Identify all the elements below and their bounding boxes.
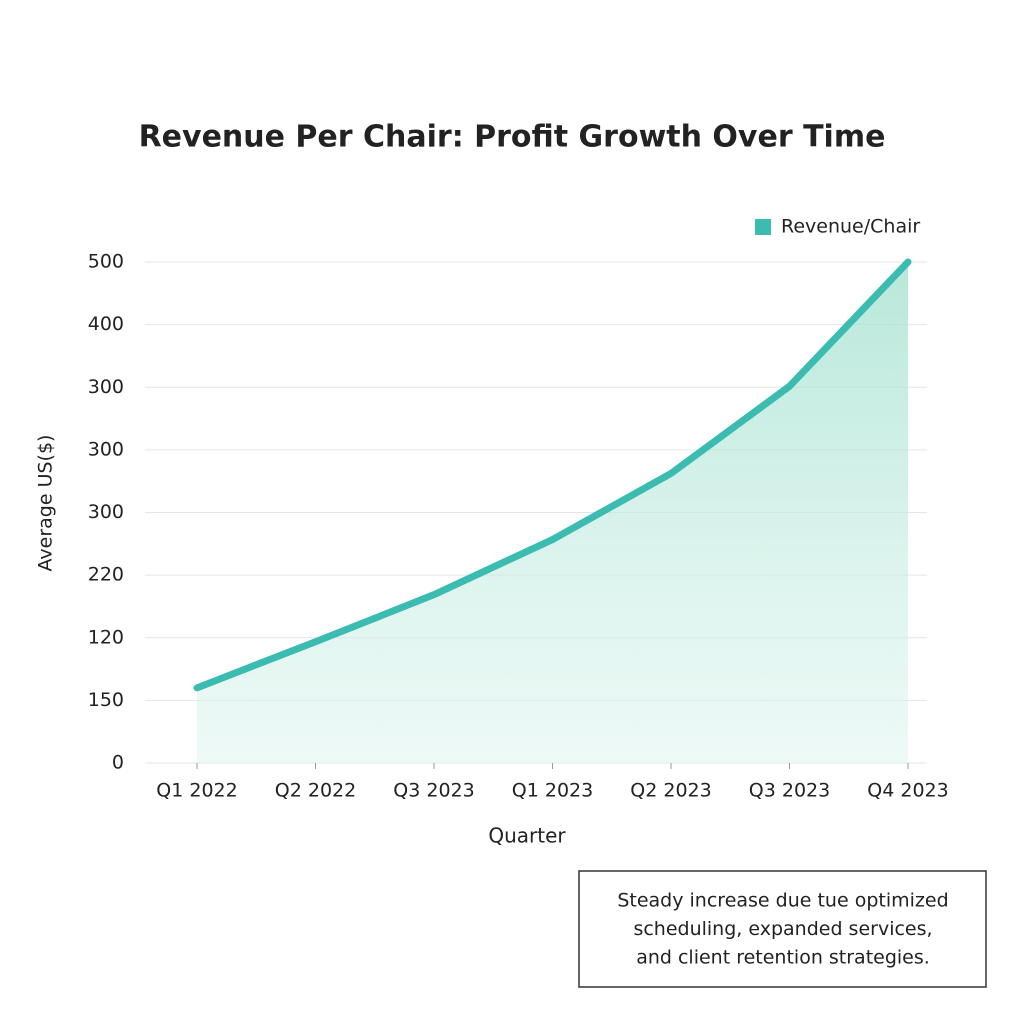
x-tick-label: Q2 2023 [630,780,711,802]
x-axis-label: Quarter [488,824,566,848]
x-tick-label: Q4 2023 [867,780,948,802]
annotation-box [578,870,987,988]
legend-label: Revenue/Chair [781,216,920,238]
annotation-text: Steady increase due tue optimized [617,890,948,912]
y-tick-label: 300 [88,438,124,460]
y-tick-label: 120 [88,626,124,648]
y-axis-label: Average US($) [35,435,57,572]
annotation-text: scheduling, expanded services, [633,918,932,940]
line [193,258,912,692]
y-tick-label: 300 [88,376,124,398]
annotation-text: and client retention strategies. [636,947,930,969]
x-tick-label: Q1 2022 [156,780,237,802]
legend-swatch [755,219,771,235]
y-tick-label: 500 [88,251,124,273]
area [197,262,908,763]
x-tick-label: Q2 2022 [275,780,356,802]
chart-title: Revenue Per Chair: Profit Growth Over Ti… [139,120,886,155]
x-tick-label: Q1 2023 [512,780,593,802]
y-tick-label: 0 [112,752,124,774]
y-tick-label: 220 [88,564,124,586]
x-tick-label: Q3 2023 [749,780,830,802]
y-tick-label: 400 [88,313,124,335]
y-tick-label: 150 [88,689,124,711]
y-tick-label: 300 [88,501,124,523]
x-tick-label: Q3 2023 [393,780,474,802]
